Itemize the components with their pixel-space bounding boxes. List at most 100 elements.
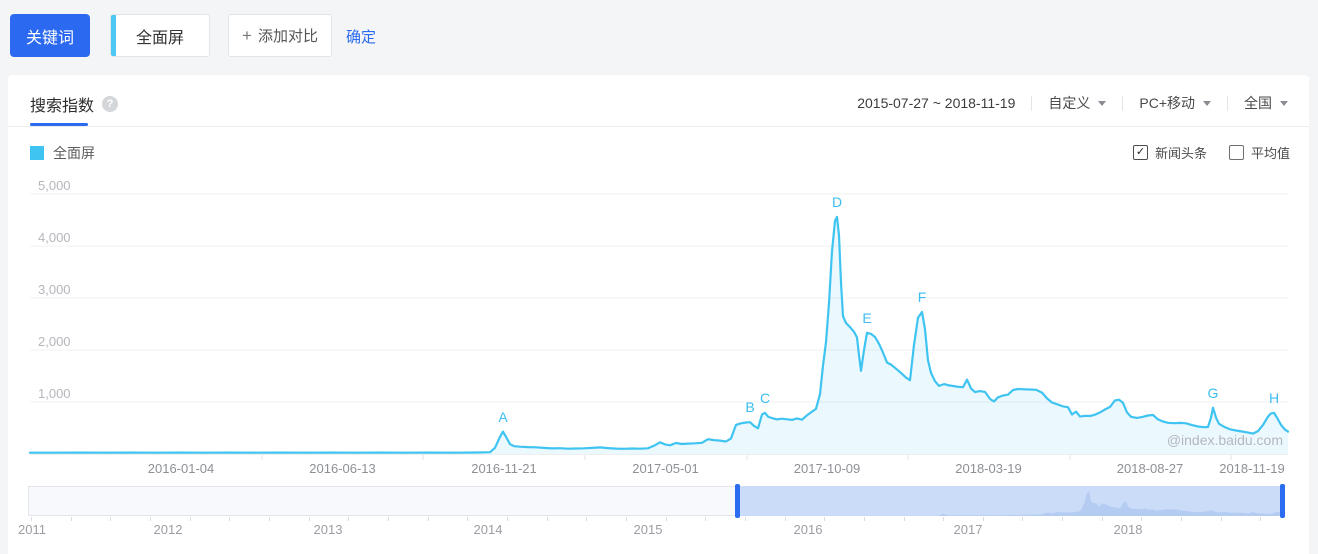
timeline-year-label: 2011: [18, 522, 46, 537]
series-legend: 全面屏: [30, 143, 95, 163]
y-axis-label: 2,000: [38, 334, 71, 349]
dropdown-PC+移动[interactable]: PC+移动: [1139, 93, 1211, 113]
y-axis-label: 3,000: [38, 282, 71, 297]
timeline-tick: [547, 517, 548, 521]
x-axis-label: 2018-08-27: [1116, 461, 1184, 476]
news-marker-D[interactable]: D: [831, 193, 843, 210]
chevron-down-icon: [1098, 100, 1107, 106]
series-swatch-icon: [30, 146, 44, 160]
chevron-down-icon: [1280, 100, 1288, 106]
confirm-link[interactable]: 确定: [346, 29, 377, 46]
x-axis-label: 2018-03-19: [955, 461, 1022, 476]
legend-toggles: ✓ 新闻头条 平均值: [1132, 143, 1290, 162]
timeline-tick: [150, 517, 151, 521]
timeline-tick: [388, 517, 389, 521]
timeline-tick: [428, 517, 429, 521]
header-divider: [1122, 95, 1124, 111]
news-marker-B[interactable]: B: [745, 399, 755, 416]
timeline-tick: [705, 517, 706, 521]
keyword-chip-label: 全面屏: [135, 29, 184, 47]
timeline-tick: [824, 517, 825, 521]
series-legend-label: 全面屏: [53, 145, 95, 161]
timeline-mini-chart: [737, 491, 1285, 516]
timeline-tick: [666, 517, 667, 521]
timeline-tick: [110, 517, 111, 521]
timeline-tick: [348, 517, 349, 521]
chart-header-controls: 2015-07-27 ~ 2018-11-19 自定义 PC+移动 全国: [857, 93, 1288, 113]
timeline-tick: [269, 517, 270, 521]
header-divider: [1227, 95, 1228, 111]
x-axis-label: 2016-11-21: [471, 461, 537, 476]
timeline-tick: [1062, 517, 1063, 521]
news-marker-C[interactable]: C: [759, 389, 771, 406]
timeline-tick: [626, 517, 627, 521]
timeline-tick: [71, 517, 72, 521]
toggle-label: 平均值: [1250, 146, 1290, 161]
plus-icon: +: [242, 25, 252, 45]
timeline-tick: [904, 517, 905, 521]
timeline-tick: [785, 517, 786, 521]
dropdown-全国[interactable]: 全国: [1244, 93, 1288, 113]
timeline-tick: [1141, 517, 1142, 521]
news-marker-A[interactable]: A: [498, 408, 508, 425]
x-axis-label: 2017-10-09: [793, 461, 861, 476]
timeline-tick: [467, 517, 468, 521]
tab-row-divider: [8, 126, 1309, 127]
add-compare-label: 添加对比: [257, 28, 318, 45]
toggle-平均值[interactable]: 平均值: [1228, 143, 1290, 162]
news-marker-H[interactable]: H: [1268, 389, 1280, 406]
x-axis-label: 2016-01-04: [147, 461, 215, 476]
timeline-tick: [745, 517, 746, 521]
timeline-tick: [190, 517, 191, 521]
x-axis-label: 2018-11-19: [1219, 461, 1285, 476]
timeline-tick: [309, 517, 310, 521]
keyword-chip[interactable]: 全面屏: [110, 14, 210, 57]
checkbox-unchecked-icon[interactable]: [1228, 145, 1244, 160]
news-marker-E[interactable]: E: [862, 309, 872, 326]
timeline-brush-selection[interactable]: [737, 486, 1285, 516]
date-range-label[interactable]: 2015-07-27 ~ 2018-11-19: [857, 95, 1016, 111]
timeline-tick: [229, 517, 230, 521]
timeline-tick: [1221, 517, 1222, 521]
dropdown-自定义[interactable]: 自定义: [1048, 93, 1107, 113]
timeline-tick: [864, 517, 865, 521]
help-icon[interactable]: ?: [102, 96, 119, 112]
header-divider: [1031, 95, 1033, 111]
tab-search-index[interactable]: 搜索指数 ?: [30, 92, 119, 116]
timeline-year-label: 2014: [473, 522, 503, 537]
timeline-tick: [1260, 517, 1261, 521]
timeline-year-label: 2016: [793, 522, 823, 537]
series-color-bar-icon: [111, 15, 116, 56]
x-axis-label: 2016-06-13: [309, 461, 376, 476]
checkbox-checked-icon[interactable]: ✓: [1132, 145, 1148, 160]
timeline-tick: [31, 517, 32, 521]
timeline-tick: [1102, 517, 1103, 521]
timeline-tick: [1181, 517, 1182, 521]
toggle-新闻头条[interactable]: ✓ 新闻头条: [1132, 143, 1207, 162]
timeline-year-label: 2012: [153, 522, 183, 537]
news-marker-F[interactable]: F: [917, 289, 927, 306]
timeline-year-label: 2018: [1113, 522, 1143, 537]
timeline-tick: [507, 517, 508, 521]
timeline-year-label: 2013: [313, 522, 343, 537]
toggle-label: 新闻头条: [1154, 146, 1207, 161]
news-marker-G[interactable]: G: [1207, 384, 1219, 401]
brush-handle-right[interactable]: [1280, 484, 1285, 518]
keyword-button[interactable]: 关键词: [10, 14, 90, 57]
index-panel: [8, 75, 1309, 554]
y-axis-label: 5,000: [38, 178, 71, 193]
timeline-year-label: 2015: [633, 522, 663, 537]
add-compare-button[interactable]: + 添加对比: [228, 14, 332, 57]
x-axis-label: 2017-05-01: [632, 461, 699, 476]
timeline-tick: [983, 517, 984, 521]
timeline-tick: [943, 517, 944, 521]
dropdown-label: 全国: [1244, 95, 1272, 111]
dropdown-label: 自定义: [1048, 95, 1091, 111]
timeline-year-label: 2017: [953, 522, 983, 537]
timeline-tick: [586, 517, 587, 521]
timeline-tick: [1022, 517, 1023, 521]
brush-handle-left[interactable]: [735, 484, 740, 518]
y-axis-label: 1,000: [38, 386, 71, 401]
